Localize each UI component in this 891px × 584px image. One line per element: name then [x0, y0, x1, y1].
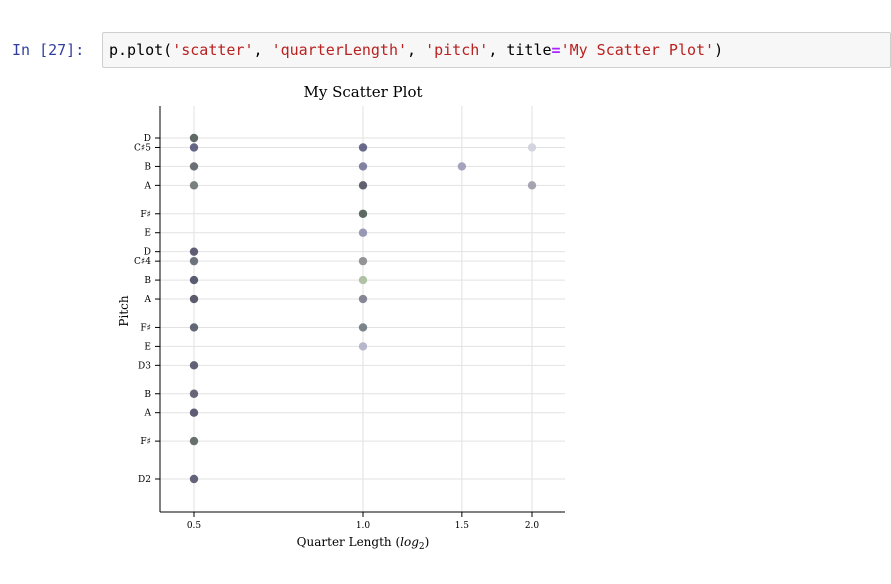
scatter-plot: My Scatter Plot D2F♯ABD3EF♯ABC♯4DEF♯ABC♯…: [117, 83, 565, 552]
y-tick-label: E: [144, 229, 151, 239]
y-tick-label: D2: [138, 475, 151, 485]
y-tick-label: F♯: [140, 437, 151, 447]
data-point: [358, 162, 368, 171]
code-text: , title: [488, 41, 552, 59]
y-tick-label: B: [144, 390, 151, 400]
code-text: ): [714, 41, 724, 59]
code-input-area[interactable]: p.plot('scatter', 'quarterLength', 'pitc…: [102, 32, 891, 68]
x-axis-label-subscript: 2: [419, 542, 425, 552]
data-point: [189, 436, 199, 446]
y-tick-label: F♯: [140, 210, 151, 220]
data-point: [358, 181, 368, 190]
x-axis-label-main: Quarter Length (: [297, 535, 400, 549]
y-tick-label: D: [144, 134, 151, 144]
data-point: [189, 408, 199, 417]
x-tick-label: 1.5: [455, 521, 470, 531]
y-tick-label: F♯: [140, 323, 151, 333]
code-string: 'quarterLength': [271, 41, 408, 59]
y-tick-label: A: [144, 181, 152, 191]
code-text: p.plot(: [109, 41, 173, 59]
code-text: ,: [407, 41, 426, 59]
cell-prompt: In [27]:: [12, 41, 85, 59]
data-point: [358, 143, 368, 152]
data-point: [358, 228, 368, 237]
y-axis-label: Pitch: [117, 295, 131, 326]
code-string: 'My Scatter Plot': [560, 41, 715, 59]
x-axis-label: Quarter Length (log2): [297, 535, 430, 552]
y-tick-label: B: [144, 276, 151, 286]
x-axis-label-log: log: [400, 535, 419, 549]
code-string: 'scatter': [172, 41, 254, 59]
code-text: ,: [253, 41, 272, 59]
data-point: [189, 133, 199, 143]
y-tick-label: A: [144, 295, 152, 305]
data-point: [358, 275, 368, 285]
data-point: [358, 209, 368, 218]
data-point: [358, 323, 368, 332]
data-point: [189, 294, 199, 304]
data-point: [189, 275, 199, 285]
code-string: 'pitch': [425, 41, 489, 59]
data-point: [358, 294, 368, 304]
data-point: [527, 143, 537, 152]
data-point: [189, 256, 199, 266]
y-tick-label: D3: [138, 361, 151, 371]
data-point: [189, 361, 199, 370]
x-axis-label-close: ): [425, 535, 430, 549]
x-tick-label: 0.5: [187, 521, 202, 531]
data-point: [358, 256, 368, 266]
x-tick-label: 1.0: [356, 521, 371, 531]
data-point: [189, 389, 199, 398]
x-tick-label: 2.0: [525, 521, 540, 531]
y-tick-label: C♯5: [134, 143, 151, 153]
data-point: [527, 181, 537, 190]
data-point: [189, 143, 199, 152]
y-tick-label: C♯4: [134, 257, 151, 267]
data-point: [189, 474, 199, 484]
data-point: [189, 247, 199, 256]
y-tick-label: A: [144, 409, 152, 419]
data-point: [189, 162, 199, 171]
data-point: [189, 323, 199, 332]
chart-title: My Scatter Plot: [303, 83, 422, 101]
x-axis-ticks: 0.5 1.0 1.5 2.0: [187, 512, 540, 531]
y-tick-label: D: [144, 248, 151, 258]
y-tick-label: E: [144, 342, 151, 352]
code-cell[interactable]: In [27]: p.plot('scatter', 'quarterLengt…: [0, 30, 891, 72]
data-points: [189, 133, 537, 484]
data-point: [457, 162, 467, 171]
y-tick-label: B: [144, 162, 151, 172]
code-operator: =: [551, 41, 561, 59]
code-line: p.plot('scatter', 'quarterLength', 'pitc…: [109, 41, 723, 59]
data-point: [189, 181, 199, 190]
data-point: [358, 342, 368, 351]
